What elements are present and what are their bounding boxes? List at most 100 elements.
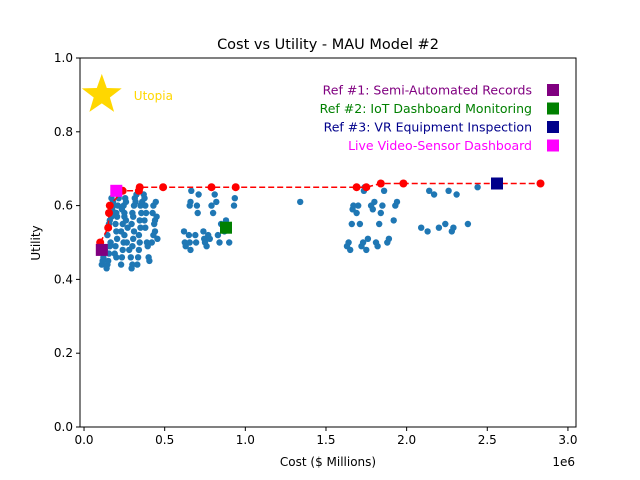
y-tick-label: 0.8 (54, 125, 73, 139)
tradespace-point (377, 209, 384, 217)
tradespace-point (123, 239, 130, 246)
x-tick-label: 0.0 (74, 433, 93, 447)
tradespace-point (122, 217, 130, 224)
tradespace-point (142, 224, 149, 231)
tradespace-point (393, 198, 401, 206)
pareto-point (399, 179, 408, 188)
tradespace-point (348, 220, 355, 228)
tradespace-point (347, 246, 354, 254)
tradespace-point (194, 209, 201, 217)
pareto-point (536, 179, 545, 188)
tradespace-point (424, 228, 431, 235)
tradespace-point (208, 202, 215, 209)
x-tick-label: 3.0 (558, 433, 577, 447)
reference-marker-ref3 (491, 177, 503, 190)
reference-marker-ref1 (95, 243, 108, 256)
y-tick-label: 0.0 (54, 420, 73, 434)
tradespace-point (105, 257, 112, 265)
tradespace-point (426, 187, 433, 194)
tradespace-point (453, 191, 460, 198)
tradespace-point (206, 235, 213, 242)
tradespace-point (369, 206, 376, 213)
tradespace-point (193, 202, 201, 209)
tradespace-point (128, 220, 135, 228)
pareto-point (231, 183, 240, 192)
pareto-point (105, 201, 114, 210)
tradespace-point (195, 191, 202, 198)
tradespace-point (364, 235, 372, 242)
y-axis-label: Utility (29, 225, 43, 260)
x-tick-label: 2.0 (397, 433, 416, 447)
tradespace-point (135, 246, 143, 254)
tradespace-point (121, 209, 128, 217)
tradespace-point (231, 195, 238, 202)
utopia-label: Utopia (134, 89, 173, 103)
tradespace-point (200, 228, 207, 235)
tradespace-point (450, 224, 457, 231)
tradespace-point (127, 254, 134, 261)
tradespace-point (136, 217, 143, 224)
tradespace-point (187, 198, 194, 206)
tradespace-point (211, 191, 218, 198)
tradespace-point (129, 209, 136, 217)
pareto-point (104, 223, 113, 232)
tradespace-point (350, 202, 357, 209)
tradespace-point (363, 246, 370, 254)
pareto-point (362, 183, 371, 192)
tradespace-point (464, 220, 472, 228)
legend: Ref #1: Semi-Automated Records Ref #2: Io… (320, 83, 559, 153)
tradespace-point (128, 265, 135, 272)
tradespace-point (130, 235, 137, 242)
tradespace-point (144, 243, 151, 250)
tradespace-point (118, 254, 126, 261)
tradespace-point (138, 209, 145, 217)
pareto-point (376, 179, 385, 188)
pareto-point (105, 209, 113, 217)
tradespace-point (418, 224, 425, 231)
plot-area: Utopia (81, 73, 545, 272)
tradespace-point (380, 187, 388, 194)
tradespace-point (216, 239, 223, 246)
tradespace-point (192, 239, 200, 246)
tradespace-point (442, 220, 449, 228)
tradespace-point (390, 217, 397, 224)
tradespace-point (474, 184, 481, 191)
tradespace-point (141, 217, 148, 224)
tradespace-point (376, 220, 383, 228)
tradespace-point (187, 246, 194, 254)
x-tick-label: 2.5 (478, 433, 497, 447)
tradespace-point (430, 191, 438, 198)
tradespace-point (117, 228, 125, 235)
legend-entry-ref2: Ref #2: IoT Dashboard Monitoring (320, 101, 532, 116)
tradespace-point (135, 231, 143, 239)
y-tick-label: 0.2 (54, 346, 73, 360)
y-tick-label: 0.4 (54, 272, 73, 286)
x-axis-offset-label: 1e6 (552, 455, 575, 469)
tradespace-point (359, 239, 367, 246)
legend-entry-ref3: Ref #3: VR Equipment Inspection (324, 120, 532, 135)
tradespace-point (213, 198, 220, 206)
tradespace-point (107, 239, 114, 246)
reference-marker-live (110, 184, 123, 197)
tradespace-point (113, 235, 121, 242)
legend-entry-ref1: Ref #1: Semi-Automated Records (323, 83, 532, 98)
tradespace-point (374, 243, 381, 250)
pareto-point (159, 183, 168, 192)
tradespace-point (134, 261, 141, 268)
axes: 0.0 0.5 1.0 1.5 2.0 2.5 3.0 0.0 0.2 0.4 0.6 0.8 1.0 (54, 51, 578, 447)
x-tick-label: 0.5 (155, 433, 174, 447)
tradespace-point (113, 254, 120, 261)
x-tick-label: 1.5 (316, 433, 335, 447)
tradespace-point (137, 224, 144, 231)
tradespace-point (129, 243, 136, 250)
pareto-point (352, 183, 361, 192)
tradespace-point (379, 202, 386, 209)
legend-entry-live: Live Video-Sensor Dashboard (348, 138, 532, 153)
tradespace-point (214, 231, 222, 239)
tradespace-point (353, 209, 360, 217)
legend-marker-live (547, 139, 559, 152)
tradespace-point (112, 220, 119, 228)
tradespace-point (185, 231, 193, 239)
tradespace-point (113, 228, 120, 235)
